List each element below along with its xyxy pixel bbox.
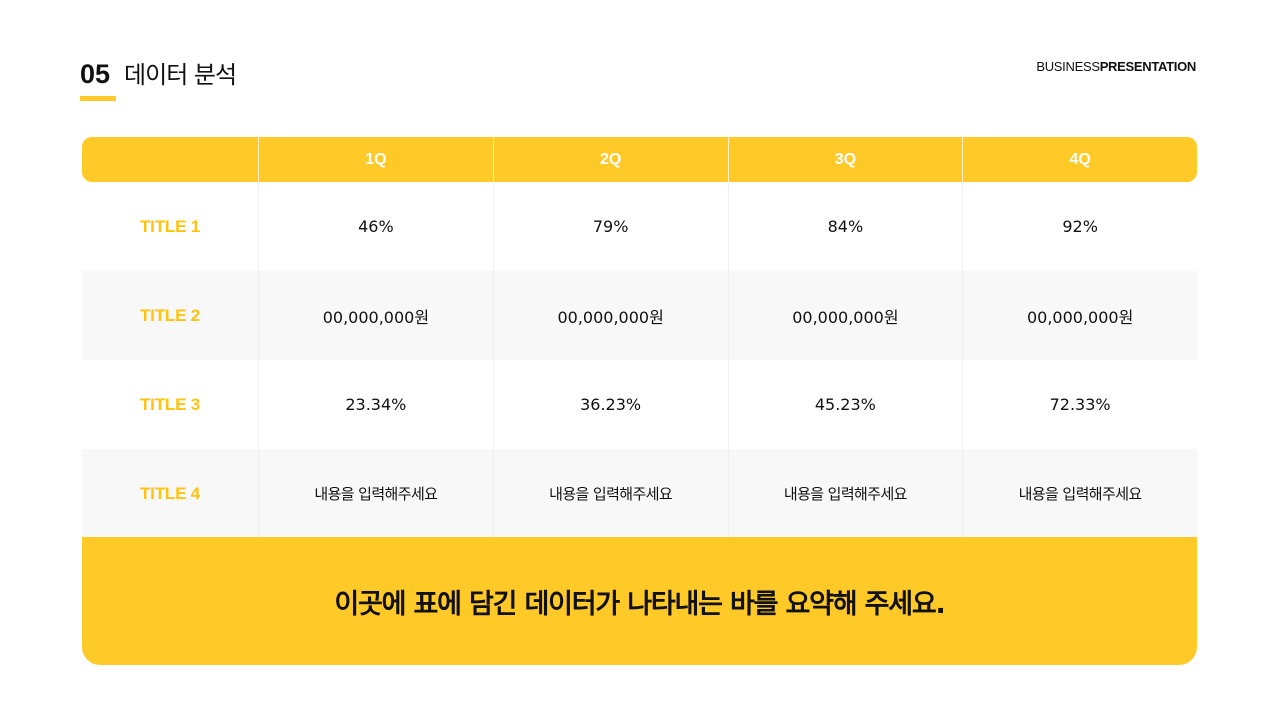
table-cell: 00,000,000원 xyxy=(962,271,1197,360)
table-cell: 46% xyxy=(258,182,493,271)
table-row: TITLE 4 내용을 입력해주세요 내용을 입력해주세요 내용을 입력해주세요… xyxy=(82,449,1197,538)
brand-bold-text: PRESENTATION xyxy=(1099,59,1197,74)
table-header-row: 1Q 2Q 3Q 4Q xyxy=(82,137,1197,182)
table-cell: 00,000,000원 xyxy=(727,271,963,360)
brand-light-text: BUSINESS xyxy=(1036,59,1100,74)
table-cell: 내용을 입력해주세요 xyxy=(727,449,963,538)
row-label: TITLE 2 xyxy=(140,305,200,325)
header-cell-3q: 3Q xyxy=(727,137,963,182)
title-accent-bar xyxy=(80,96,116,101)
table-row: TITLE 2 00,000,000원 00,000,000원 00,000,0… xyxy=(82,271,1197,360)
data-table: 1Q 2Q 3Q 4Q TITLE 1 46% 79% 84% 92% TITL… xyxy=(82,137,1197,538)
slide-title: 데이터 분석 xyxy=(124,61,237,89)
table-cell: 내용을 입력해주세요 xyxy=(258,449,493,538)
slide-header: 05 데이터 분석 xyxy=(80,55,237,90)
table-cell: 72.33% xyxy=(962,360,1197,449)
row-label: TITLE 4 xyxy=(140,483,200,503)
table-cell: 45.23% xyxy=(727,360,963,449)
header-cell-1q: 1Q xyxy=(258,137,493,182)
table-cell: 00,000,000원 xyxy=(492,271,728,360)
table-row: TITLE 3 23.34% 36.23% 45.23% 72.33% xyxy=(82,360,1197,449)
row-label: TITLE 1 xyxy=(140,216,200,236)
table-cell: 00,000,000원 xyxy=(258,271,493,360)
table-cell: 92% xyxy=(962,182,1197,271)
slide-number: 05 xyxy=(80,59,111,89)
table-row: TITLE 1 46% 79% 84% 92% xyxy=(82,182,1197,271)
header-cell-empty xyxy=(82,137,258,182)
table-cell: 79% xyxy=(492,182,728,271)
header-cell-2q: 2Q xyxy=(492,137,728,182)
table-cell: 84% xyxy=(727,182,963,271)
header-cell-4q: 4Q xyxy=(962,137,1197,182)
row-label: TITLE 3 xyxy=(140,394,200,414)
brand-label: BUSINESSPRESENTATION xyxy=(1036,59,1196,74)
table-cell: 내용을 입력해주세요 xyxy=(962,449,1197,538)
summary-box: 이곳에 표에 담긴 데이터가 나타내는 바를 요약해 주세요. xyxy=(82,537,1197,665)
table-cell: 내용을 입력해주세요 xyxy=(492,449,728,538)
table-cell: 23.34% xyxy=(258,360,493,449)
summary-text: 이곳에 표에 담긴 데이터가 나타내는 바를 요약해 주세요. xyxy=(334,588,945,620)
table-cell: 36.23% xyxy=(492,360,728,449)
